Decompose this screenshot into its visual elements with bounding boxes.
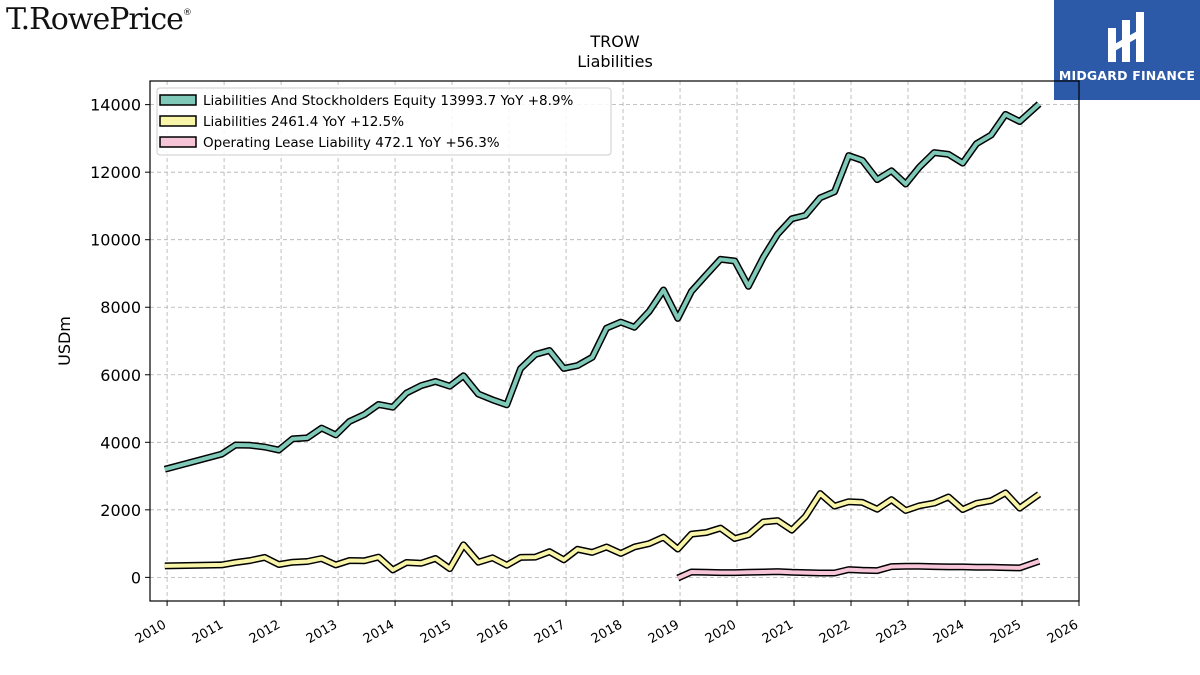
x-tick-label: 2017: [532, 617, 568, 647]
x-tick-label: 2010: [133, 617, 169, 647]
y-tick-label: 0: [131, 568, 141, 587]
y-tick-label: 2000: [100, 501, 141, 520]
y-tick-label: 10000: [90, 231, 141, 250]
plot-frame: [149, 80, 1080, 602]
y-tick-label: 14000: [90, 96, 141, 115]
grid-lines: [150, 81, 1080, 601]
chart-subtitle: Liabilities: [577, 52, 653, 71]
chart-titles: TROW Liabilities: [0, 32, 1200, 72]
x-tick-label: 2013: [304, 617, 340, 647]
x-tick-label: 2020: [703, 617, 739, 647]
x-tick-label: 2023: [874, 617, 910, 647]
legend-swatch: [159, 94, 197, 106]
x-tick-label: 2025: [988, 617, 1024, 647]
x-tick-label: 2016: [475, 617, 511, 647]
series-2-line: [164, 489, 1042, 574]
y-axis-label: USDm: [55, 316, 74, 366]
x-tick-label: 2024: [931, 617, 967, 647]
midgard-finance-logo: MIDGARD FINANCE: [1054, 0, 1200, 100]
series-line-fill: [164, 490, 1041, 572]
legend: Liabilities And Stockholders Equity 1399…: [156, 87, 612, 156]
x-tick-label: 2015: [418, 617, 454, 647]
y-tick-label: 8000: [100, 298, 141, 317]
x-axis: 2010 2011 2012 2013 2014 2015 2016 2017 2018 2019…: [133, 601, 1081, 647]
chart-title: TROW: [590, 32, 640, 51]
x-tick-label: 2012: [247, 617, 283, 647]
y-tick-label: 12000: [90, 163, 141, 182]
legend-box: [156, 87, 612, 156]
x-tick-label: 2014: [361, 617, 397, 647]
legend-entry-label: Liabilities And Stockholders Equity 1399…: [203, 93, 573, 109]
y-tick-label: 4000: [100, 433, 141, 452]
legend-swatch: [159, 115, 197, 127]
series-1-line: [163, 101, 1042, 473]
x-tick-label: 2019: [646, 617, 682, 647]
series-line-fill: [676, 559, 1040, 580]
right-logo-text: MIDGARD FINANCE: [1058, 68, 1196, 83]
x-tick-label: 2021: [760, 617, 796, 647]
y-axis: 0 2000 4000 6000 8000 10000 12000 14000: [90, 96, 150, 587]
left-logo-text: T.RowePrice: [6, 2, 184, 37]
x-tick-label: 2022: [817, 617, 853, 647]
series-3-line: [676, 557, 1041, 582]
registered-mark: ®: [182, 8, 192, 18]
trowe-price-logo: T.RowePrice®: [6, 2, 192, 37]
legend-entry-label: Liabilities 2461.4 YoY +12.5%: [203, 114, 404, 130]
legend-entry-label: Operating Lease Liability 472.1 YoY +56.…: [203, 135, 500, 151]
x-tick-label: 2018: [589, 617, 625, 647]
legend-swatch: [159, 136, 197, 148]
midgard-logo-icon: [1108, 12, 1144, 62]
x-tick-label: 2011: [190, 617, 226, 647]
x-tick-label: 2026: [1045, 617, 1081, 647]
series-lines: [163, 101, 1042, 582]
series-line-fill: [164, 102, 1041, 472]
y-tick-label: 6000: [100, 366, 141, 385]
